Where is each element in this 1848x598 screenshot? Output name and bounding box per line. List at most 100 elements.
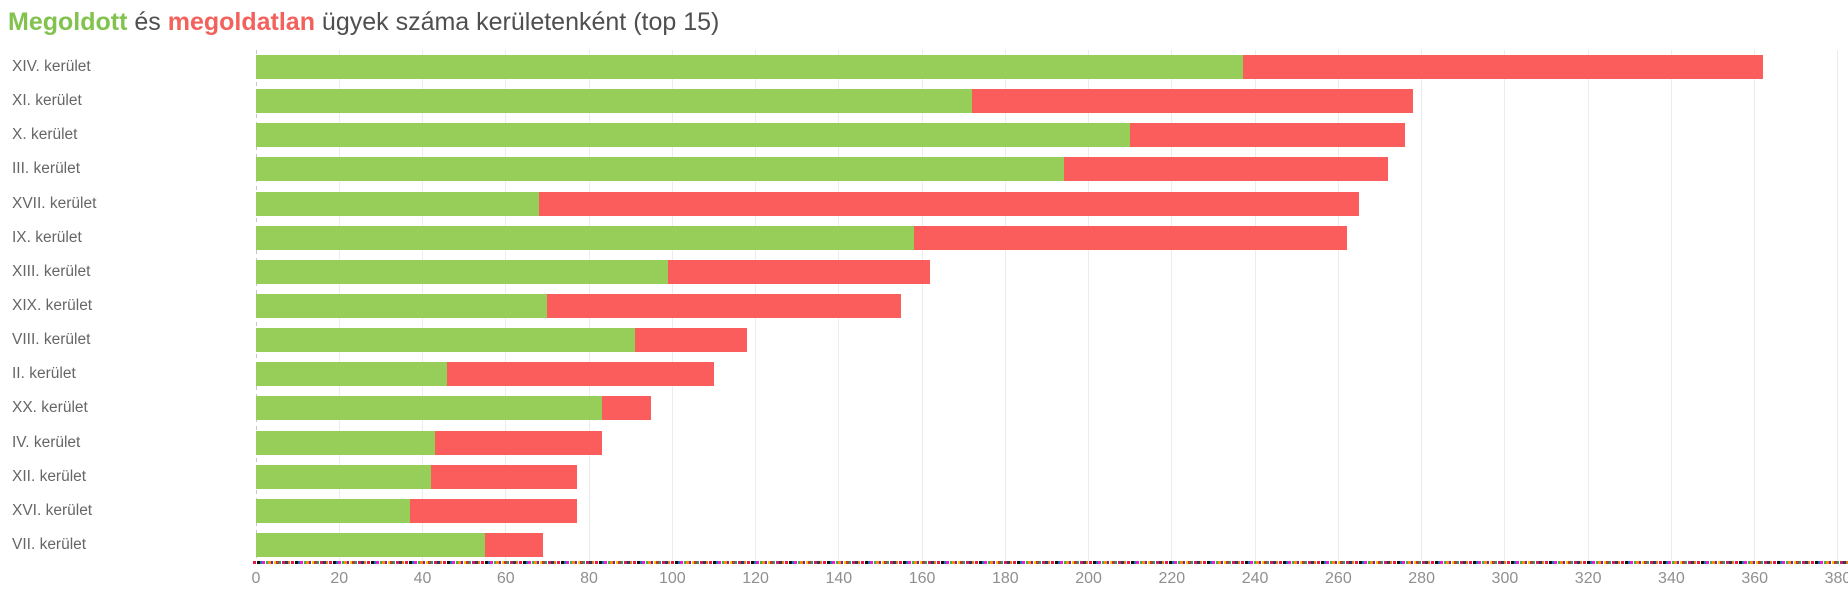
x-tick-label: 40 [413,570,432,587]
bar-segment-unsolved[interactable] [1130,123,1405,148]
x-tick-label: 360 [1741,570,1769,587]
x-tick-label: 20 [330,570,349,587]
bar-segment-unsolved[interactable] [539,191,1360,216]
gridline [1171,50,1173,562]
x-tick-label: 60 [496,570,515,587]
bar-segment-unsolved[interactable] [668,259,931,284]
row-label: IV. kerület [12,433,81,451]
gridline [1587,50,1589,562]
gridline [1754,50,1756,562]
bar-segment-solved[interactable] [256,328,635,353]
row-label: XII. kerület [12,467,87,485]
y-axis-labels: XIV. kerület XI. kerület X. kerület III. ke… [0,50,256,562]
x-tick-label: 300 [1491,570,1519,587]
bar-row [256,464,577,489]
gridline [1004,50,1006,562]
bar-row [256,55,1763,80]
x-tick-label: 280 [1408,570,1435,587]
bar-row [256,362,714,387]
bar-row [256,191,1360,216]
x-axis-multicolor-line [253,561,1848,564]
bar-segment-solved[interactable] [256,464,431,489]
x-axis: 0 20 40 60 80 100 120 140 160 180 200 220 240 260 280 3… [252,570,1848,594]
bar-segment-solved[interactable] [256,123,1131,148]
title-rest: ügyek száma kerületenként (top 15) [314,8,720,36]
bar-row [256,89,1414,114]
x-tick-label: 0 [251,570,261,587]
row-label: XIX. kerület [12,296,93,314]
bar-segment-solved[interactable] [256,396,602,421]
plot-area [256,50,1848,562]
x-tick-label: 260 [1325,570,1352,587]
bar-segment-solved[interactable] [256,225,914,250]
bar-segment-solved[interactable] [256,191,540,216]
row-label: XX. kerület [12,399,88,417]
bar-segment-unsolved[interactable] [1063,157,1389,182]
x-tick-label: 80 [580,570,598,587]
bar-segment-solved[interactable] [256,55,1243,80]
bar-segment-unsolved[interactable] [435,430,602,455]
bar-segment-unsolved[interactable] [430,464,577,489]
gridline [1504,50,1506,562]
x-tick-label: 380 [1824,570,1848,587]
gridline [1088,50,1090,562]
gridline [1254,50,1256,562]
row-label: II. kerület [12,365,76,383]
bar-segment-unsolved[interactable] [547,294,902,318]
bar-segment-unsolved[interactable] [601,396,652,421]
row-label: VII. kerület [12,535,87,553]
bar-segment-unsolved[interactable] [447,362,714,387]
gridline [1670,50,1672,562]
bar-row [256,123,1405,148]
x-tick-label: 160 [908,570,936,587]
bar-segment-solved[interactable] [256,294,548,318]
title-conjunction: és [127,8,168,36]
gridline [1337,50,1339,562]
row-label: X. kerület [12,126,78,144]
gridline [1421,50,1423,562]
x-tick-label: 220 [1158,570,1186,587]
bar-segment-solved[interactable] [256,362,448,387]
row-label: XVII. kerület [12,194,97,212]
bar-segment-unsolved[interactable] [484,532,544,557]
bar-segment-unsolved[interactable] [913,225,1347,250]
bar-segment-solved[interactable] [256,532,485,557]
bar-row [256,294,902,318]
x-tick-label: 200 [1075,570,1102,587]
row-label: VIII. kerület [12,331,91,349]
row-label: XI. kerület [12,92,82,110]
bar-row [256,532,544,557]
bar-segment-unsolved[interactable] [634,328,748,353]
title-unsolved-word: megoldatlan [167,8,315,36]
bar-row [256,498,577,523]
bar-row [256,396,652,421]
chart-title: Megoldott és megoldatlan ügyek száma ker… [8,6,719,38]
x-tick-label: 140 [825,570,853,587]
title-solved-word: Megoldott [8,8,128,36]
bar-segment-solved[interactable] [256,259,669,284]
bar-segment-solved[interactable] [256,157,1064,182]
bar-row [256,259,931,284]
row-label: XIV. kerület [12,58,91,76]
bar-segment-unsolved[interactable] [1242,55,1763,80]
bar-segment-unsolved[interactable] [972,89,1414,114]
row-label: XIII. kerület [12,262,91,280]
row-label: III. kerület [12,160,81,178]
gridline [921,50,923,562]
x-tick-label: 320 [1574,570,1602,587]
gridline [1837,50,1839,562]
bar-segment-solved[interactable] [256,89,973,114]
bar-row [256,225,1347,250]
bar-row [256,430,602,455]
row-label: XVI. kerület [12,501,93,519]
bar-segment-solved[interactable] [256,430,435,455]
bar-row [256,328,748,353]
x-tick-label: 340 [1658,570,1685,587]
bar-row [256,157,1389,182]
x-tick-label: 120 [742,570,769,587]
x-tick-label: 180 [991,570,1019,587]
bar-segment-solved[interactable] [256,498,411,523]
row-label: IX. kerület [12,228,82,246]
bar-segment-unsolved[interactable] [410,498,577,523]
